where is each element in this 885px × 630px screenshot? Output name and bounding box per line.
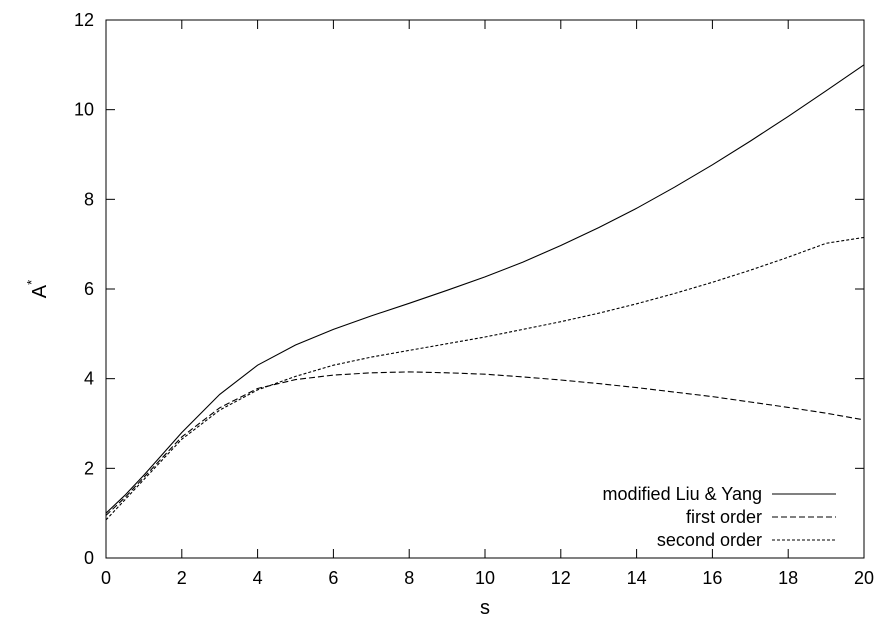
tick-labels: 0 2 4 6 8 10 12 14 16 18 20 0 2 4 6 8 10 12	[74, 10, 874, 588]
x-tick-label: 0	[101, 568, 111, 588]
y-tick-label: 12	[74, 10, 94, 30]
x-tick-label: 4	[253, 568, 263, 588]
tick-marks	[105, 19, 865, 559]
y-tick-label: 0	[84, 548, 94, 568]
legend: modified Liu & Yang first order second ord…	[603, 484, 836, 550]
legend-label: modified Liu & Yang	[603, 484, 762, 504]
y-axis-label: A*	[24, 280, 51, 298]
x-tick-label: 8	[404, 568, 414, 588]
x-tick-label: 6	[328, 568, 338, 588]
series-line-dotted	[105, 236, 865, 521]
x-tick-label: 2	[177, 568, 187, 588]
y-tick-label: 4	[84, 369, 94, 389]
series-line-dashed	[105, 371, 865, 516]
legend-label: second order	[657, 530, 762, 550]
x-tick-label: 16	[702, 568, 722, 588]
svg-text:A*: A*	[24, 280, 51, 298]
series-group	[105, 64, 865, 521]
x-axis-label: s	[480, 597, 490, 619]
y-axis-label-sup: *	[24, 280, 39, 285]
y-tick-label: 10	[74, 100, 94, 120]
x-tick-label: 18	[778, 568, 798, 588]
x-tick-label: 12	[551, 568, 571, 588]
y-tick-label: 2	[84, 458, 94, 478]
y-tick-label: 8	[84, 189, 94, 209]
series-line-solid	[105, 64, 865, 514]
legend-label: first order	[686, 507, 762, 527]
plot-frame	[105, 19, 865, 559]
x-tick-label: 20	[854, 568, 874, 588]
y-axis-label-base: A	[29, 284, 51, 298]
x-tick-label: 10	[475, 568, 495, 588]
y-tick-label: 6	[84, 279, 94, 299]
x-tick-label: 14	[627, 568, 647, 588]
